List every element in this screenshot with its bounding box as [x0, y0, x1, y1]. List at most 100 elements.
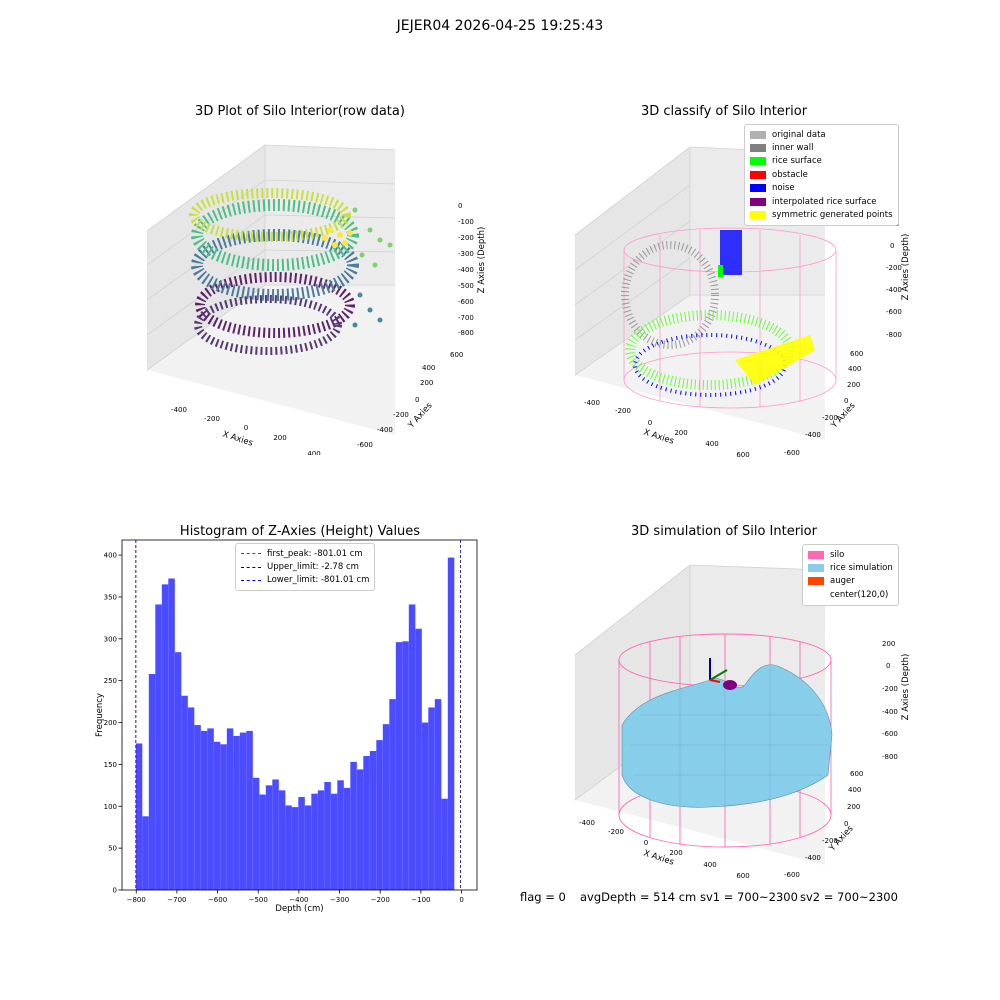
flag-text: flag = 0 [520, 890, 566, 904]
panel4-x-ticks: -400 -200 0 200 400 600 [579, 819, 750, 880]
panel2-x-label: X Axies [642, 427, 675, 446]
panel2-y-tick: 200 [847, 381, 860, 389]
histogram-bar [246, 730, 253, 890]
panel4-z-tick: 200 [882, 640, 895, 648]
panel4-z-tick: 0 [886, 662, 890, 670]
histogram-x-tick-label: −600 [208, 896, 227, 904]
histogram-bar [220, 744, 227, 890]
legend-entry: obstacle [750, 168, 893, 181]
histogram-bar [226, 728, 234, 890]
legend-entry: rice simulation [808, 561, 893, 574]
panel2-3d-scatter: -400 -200 0 200 400 600 X Axies -600 -40… [574, 146, 911, 459]
histogram-frame [121, 539, 478, 891]
legend-swatch [750, 170, 766, 179]
histogram-x-tick-label: −300 [330, 896, 349, 904]
panel2-y-ticks: -600 -400 -200 0 200 400 600 [784, 350, 863, 457]
histogram-bar [298, 797, 305, 890]
histogram-bar [408, 604, 416, 890]
panel1-z-tick: -700 [458, 314, 474, 322]
histogram-y-tick-label: 250 [104, 677, 117, 685]
legend-line [241, 566, 261, 568]
legend-entry: rice surface [750, 155, 893, 168]
legend-swatch [750, 197, 766, 206]
legend-entry: symmetric generated points [750, 208, 893, 221]
histogram-y-tick-label: 0 [113, 887, 117, 895]
panel1-point-cloud [189, 188, 393, 355]
legend-label: interpolated rice surface [772, 196, 877, 207]
legend-swatch [808, 564, 824, 573]
panel4-x-tick: 600 [736, 872, 749, 880]
histogram-bar [174, 652, 182, 890]
histogram-y-label: Frequency [95, 693, 105, 737]
panel4-rice-surface [621, 664, 833, 808]
panel1-z-label: Z Axies (Depth) [477, 227, 487, 294]
panel2-legend: original data inner wall rice surface ob… [744, 124, 899, 226]
panel1-y-ticks: -600 -400 -200 0 200 400 600 [357, 351, 463, 449]
histogram-bar [168, 578, 175, 890]
panel1-x-tick: -400 [171, 406, 187, 414]
histogram-bar [317, 790, 325, 890]
histogram-bar [272, 779, 279, 890]
histogram-bar [363, 756, 370, 890]
legend-label: auger [830, 576, 855, 587]
histogram-bar [278, 790, 286, 890]
panel4-y-tick: -200 [822, 837, 838, 845]
panel2-y-tick: -400 [805, 431, 821, 439]
histogram-bar [155, 604, 162, 890]
panel1-z-tick: -800 [458, 329, 474, 337]
panel2-classified-points [621, 230, 815, 397]
panel4-y-tick: 600 [850, 770, 863, 778]
histogram-bar [389, 699, 396, 890]
panel4-z-ticks: 200 0 -200 -400 -600 -800 [882, 640, 898, 761]
histogram-y-tick-label: 400 [104, 552, 117, 560]
panel2-x-tick: -200 [615, 407, 631, 415]
histogram-x-label: Depth (cm) [275, 904, 323, 914]
histogram-bar [265, 785, 273, 890]
panel2-y-tick: 400 [848, 365, 861, 373]
panel4-z-tick: -400 [882, 708, 898, 716]
legend-swatch [750, 211, 766, 220]
sv1-text: sv1 = 700~2300 [700, 890, 798, 904]
histogram-x-tick-label: 0 [459, 896, 463, 904]
panel2-x-tick: -400 [584, 399, 600, 407]
legend-label: rice surface [772, 156, 822, 167]
histogram-y-tick-label: 100 [104, 803, 117, 811]
panel2-title: 3D classify of Silo Interior [640, 104, 808, 119]
histogram-bar [415, 628, 422, 890]
legend-entry: Upper_limit: -2.78 cm [241, 560, 369, 573]
histogram-bar [213, 741, 221, 890]
panel2-x-tick: 400 [705, 440, 718, 448]
histogram-bar [434, 699, 442, 890]
panel2-z-label: Z Axies (Depth) [901, 234, 911, 301]
panel2-x-tick: 0 [648, 419, 652, 427]
histogram-bar [369, 751, 377, 890]
histogram-bars [135, 557, 455, 890]
histogram-x-tick-label: −800 [127, 896, 146, 904]
panel1-y-tick: -200 [393, 411, 409, 419]
panel4-x-tick: 400 [703, 861, 716, 869]
panel3-title: Histogram of Z-Axies (Height) Values [179, 524, 421, 539]
panel1-z-tick: 0 [458, 202, 462, 210]
histogram-bar [428, 707, 435, 890]
panel1-y-tick: -600 [357, 441, 373, 449]
histogram-bar [421, 722, 429, 890]
histogram-bar [187, 707, 195, 890]
panel2-z-tick: -600 [886, 308, 902, 316]
panel4-x-tick: -200 [608, 828, 624, 836]
histogram-x-tick-label: −700 [167, 896, 186, 904]
legend-swatch [808, 550, 824, 559]
histogram-bar [291, 807, 299, 890]
panel2-x-tick: 200 [674, 429, 687, 437]
histogram-bar [324, 781, 331, 890]
histogram-bar [148, 673, 156, 890]
legend-swatch [750, 157, 766, 166]
legend-entry: silo [808, 548, 893, 561]
legend-entry: Lower_limit: -801.01 cm [241, 574, 369, 587]
legend-label: silo [830, 549, 845, 560]
panel2-z-tick: -200 [886, 264, 902, 272]
legend-line [241, 553, 261, 555]
histogram-bar [142, 816, 149, 890]
histogram-y-tick-label: 50 [108, 845, 117, 853]
panel4-y-tick: 0 [844, 820, 848, 828]
panel1-y-tick: 600 [450, 351, 463, 359]
